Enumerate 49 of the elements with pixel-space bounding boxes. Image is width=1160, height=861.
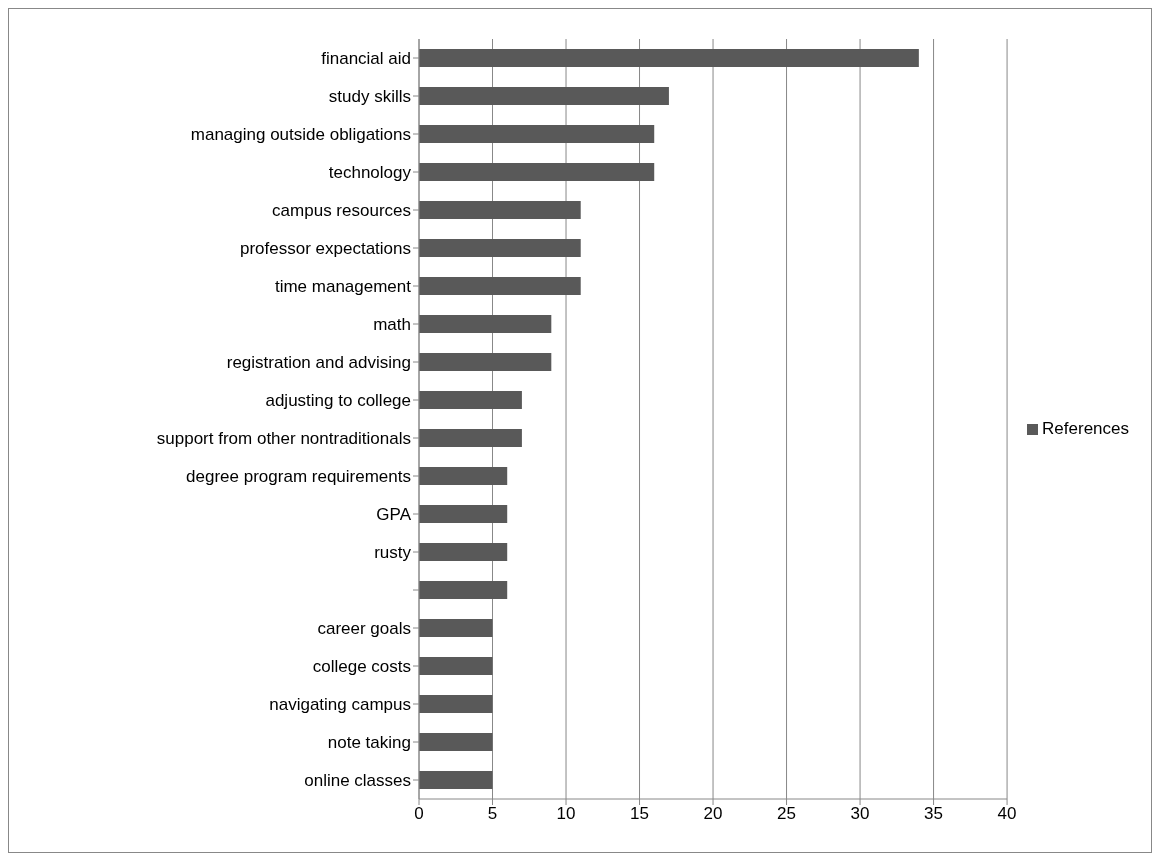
x-tick-label: 30 xyxy=(850,804,870,824)
x-tick-label: 15 xyxy=(630,804,649,824)
y-tick-label: GPA xyxy=(376,505,412,525)
bar xyxy=(419,163,655,181)
y-tick-label: professor expectations xyxy=(239,239,411,259)
y-tick-label: study skills xyxy=(328,87,411,107)
bar xyxy=(419,581,508,599)
bar xyxy=(419,543,508,561)
y-tick-label: support from other nontraditionals xyxy=(156,429,411,449)
bar xyxy=(419,277,581,295)
legend-label: References xyxy=(1042,419,1129,438)
y-tick-label: degree program requirements xyxy=(186,467,411,487)
bar xyxy=(419,125,655,143)
bar xyxy=(419,87,669,105)
bar xyxy=(419,49,919,67)
x-tick-label: 20 xyxy=(703,804,723,824)
y-tick-label: campus resources xyxy=(272,201,411,221)
bar xyxy=(419,657,493,675)
y-tick-label: registration and advising xyxy=(226,353,411,373)
bar xyxy=(419,619,493,637)
bar xyxy=(419,239,581,257)
y-tick-label: career goals xyxy=(317,619,411,639)
y-tick-label: college costs xyxy=(312,657,411,677)
x-tick-label: 10 xyxy=(556,804,576,824)
y-tick-label: note taking xyxy=(327,733,411,753)
y-tick-label: math xyxy=(373,315,411,335)
bar xyxy=(419,695,493,713)
y-tick-label: adjusting to college xyxy=(265,391,411,411)
y-tick-label: managing outside obligations xyxy=(190,125,411,145)
bar xyxy=(419,505,508,523)
bar xyxy=(419,771,493,789)
y-tick-label: navigating campus xyxy=(269,695,411,715)
bar xyxy=(419,201,581,219)
y-tick-label: rusty xyxy=(374,543,412,563)
x-tick-label: 5 xyxy=(487,804,498,824)
bar xyxy=(419,353,552,371)
bar xyxy=(419,467,508,485)
bar xyxy=(419,315,552,333)
x-tick-label: 25 xyxy=(777,804,796,824)
bar xyxy=(419,429,522,447)
bar xyxy=(419,391,522,409)
x-tick-label: 0 xyxy=(414,804,424,824)
y-tick-label: technology xyxy=(328,163,412,183)
bar xyxy=(419,733,493,751)
x-tick-label: 35 xyxy=(924,804,944,824)
y-tick-label: online classes xyxy=(304,771,411,791)
y-tick-label: financial aid xyxy=(321,49,411,69)
y-tick-label: time management xyxy=(274,277,412,297)
x-tick-label: 40 xyxy=(997,804,1017,824)
